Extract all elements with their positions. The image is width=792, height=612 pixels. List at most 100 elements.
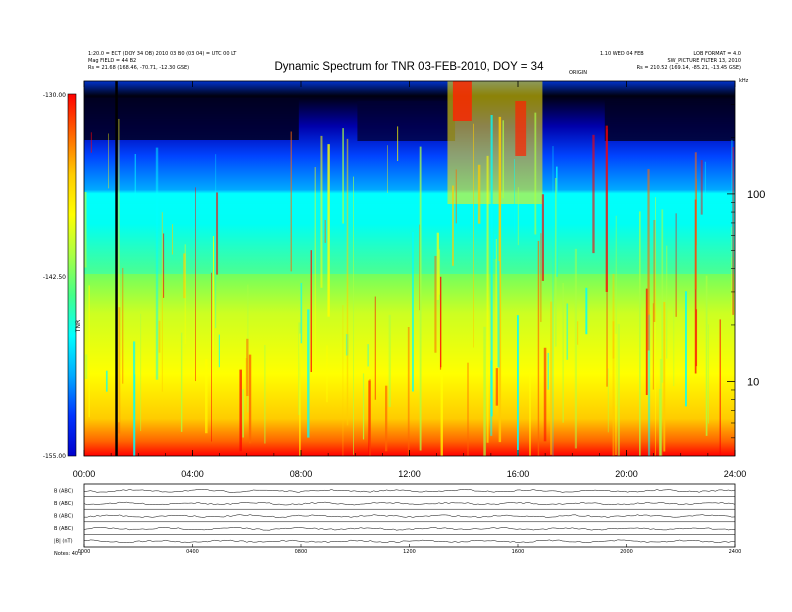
lower-x-tick-label: 1600 — [512, 549, 525, 555]
spectrum-streak — [495, 238, 497, 388]
spectrum-streak — [730, 226, 732, 319]
spectrum-streak — [172, 224, 173, 255]
spectrum-streak — [529, 369, 531, 456]
spectrum-streak — [122, 267, 124, 384]
spectrum-streak — [516, 315, 519, 456]
spectrum-streak — [534, 112, 537, 235]
spectrum-streak — [434, 255, 437, 353]
spectrum-streak — [645, 288, 648, 396]
cyan-band — [84, 204, 735, 274]
spectrum-streak — [368, 380, 371, 456]
spectrum-streak — [342, 305, 344, 456]
spectrum-streak — [653, 219, 656, 322]
spectrum-streak — [658, 388, 662, 456]
spectrum-streak — [300, 282, 303, 344]
lower-x-tick-label: 2000 — [620, 549, 633, 555]
spectrum-streak — [184, 244, 186, 344]
lower-panel-trace — [83, 527, 736, 531]
spectrum-streak — [451, 185, 454, 266]
spectrum-streak — [299, 333, 301, 456]
spectrum-streak — [310, 250, 312, 373]
spectrum-streak — [246, 338, 249, 397]
spectrum-streak — [211, 272, 212, 442]
spectrum-streak — [494, 234, 496, 260]
spectrum-streak — [326, 345, 328, 403]
spectrum-streak — [547, 352, 549, 390]
spectrum-streak — [320, 135, 323, 288]
spectrum-streak — [212, 236, 215, 352]
spectrum-streak — [436, 232, 439, 300]
spectrum-streak — [369, 379, 371, 456]
spectrum-streak — [647, 314, 651, 456]
spectrum-streak — [324, 219, 326, 243]
spectrum-streak — [439, 276, 442, 370]
spectrum-streak — [543, 347, 547, 442]
spectrum-streak — [661, 209, 664, 383]
spectrum-streak — [708, 324, 709, 424]
spectrum-streak — [673, 304, 675, 387]
spectrum-streak — [473, 123, 474, 348]
spectrum-streak — [215, 192, 219, 275]
burst-core — [515, 101, 527, 156]
spectrum-streak — [440, 367, 443, 456]
spectrum-streak — [134, 374, 136, 456]
spectrum-streak — [183, 253, 186, 299]
spectrum-streak — [537, 240, 540, 456]
burst-core — [452, 81, 472, 121]
lower-x-tick-label: 1200 — [403, 549, 416, 555]
spectrum-streak — [732, 147, 734, 315]
x-tick-label: 04:00 — [181, 469, 204, 479]
colorbar-frame — [67, 93, 77, 457]
lower-panel-trace — [83, 514, 736, 518]
spectrum-streak — [731, 139, 733, 258]
dark-band — [604, 99, 735, 141]
footer-note: Notes: 40 s — [54, 551, 83, 557]
lower-panel-label: B (ABC) — [54, 501, 73, 507]
lower-x-tick-label: 0400 — [186, 549, 199, 555]
header-mid-label: ORIGIN — [569, 70, 587, 76]
spectrum-streak — [412, 231, 414, 392]
spectrum-streak — [612, 273, 615, 456]
header-right-line-4: Rs = 210.52 (169.14, -85.21, -13.45 GSE) — [637, 65, 741, 71]
spectrum-streak — [605, 125, 608, 292]
spectrum-streak — [694, 152, 697, 290]
header-right-line-2: LOB FORMAT = 4.0 — [693, 51, 741, 57]
spectrum-streak — [498, 116, 502, 443]
x-tick-label: 00:00 — [73, 469, 96, 479]
spectrum-streak — [477, 164, 481, 224]
spectrum-streak — [719, 319, 721, 456]
spectrum-streak — [490, 115, 493, 417]
spectrum-streak — [663, 301, 666, 452]
lower-panel-label: B (ABC) — [54, 488, 73, 494]
spectrum-streak — [419, 146, 422, 451]
header-left-line-2: Mag FIELD = 44 B2 — [88, 58, 136, 64]
header-left-line-3: Rs = 21.68 (168.46, -70.71, -12.30 GSE) — [88, 65, 189, 71]
spectrum-streak — [552, 146, 554, 456]
spectrum-streak — [554, 177, 557, 347]
dark-band — [357, 101, 456, 141]
spectrum-streak — [342, 128, 344, 224]
spectrum-streak — [502, 120, 504, 199]
spectrum-streak — [307, 309, 310, 438]
spectrum-streak — [388, 314, 391, 407]
spectrum-streak — [205, 359, 208, 434]
spectrum-streak — [497, 261, 500, 368]
spectrum-streak — [684, 291, 687, 407]
dark-band — [84, 98, 299, 140]
colorbar-tick-max: -130.00 — [43, 92, 66, 99]
spectrum-streak — [248, 354, 252, 444]
spectrum-streak — [419, 224, 421, 311]
header-left-line-1: 1:20.0 = ECT (DOY 34 OB) 2010 03 B0 (03 … — [88, 51, 237, 57]
spectrum-streak — [704, 161, 706, 194]
spectrum-streak — [397, 126, 399, 162]
spectrum-streak — [647, 169, 650, 351]
spectrum-streak — [576, 321, 579, 345]
spectrum-streak — [264, 344, 266, 444]
spectrum-streak — [495, 368, 499, 406]
spectrum-streak — [592, 134, 595, 254]
spectrum-streak — [514, 158, 515, 234]
spectrum-streak — [607, 368, 609, 433]
x-tick-label: 16:00 — [507, 469, 530, 479]
spectrum-streak — [215, 154, 217, 329]
